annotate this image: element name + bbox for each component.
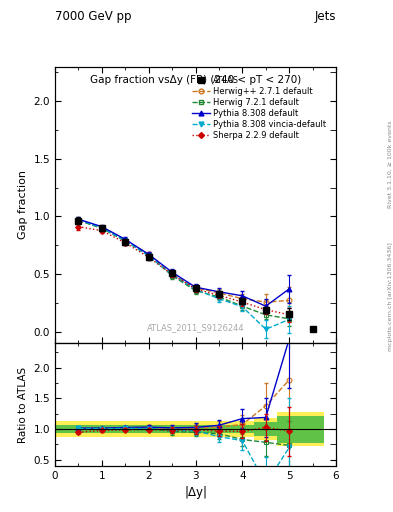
Text: mcplots.cern.ch [arXiv:1306.3436]: mcplots.cern.ch [arXiv:1306.3436] xyxy=(388,243,393,351)
Text: Rivet 3.1.10, ≥ 100k events: Rivet 3.1.10, ≥ 100k events xyxy=(388,120,393,208)
X-axis label: |Δy|: |Δy| xyxy=(184,486,207,499)
Text: Jets: Jets xyxy=(314,10,336,23)
Legend: ATLAS, Herwig++ 2.7.1 default, Herwig 7.2.1 default, Pythia 8.308 default, Pythi: ATLAS, Herwig++ 2.7.1 default, Herwig 7.… xyxy=(189,74,329,143)
Text: ATLAS_2011_S9126244: ATLAS_2011_S9126244 xyxy=(147,323,244,332)
Text: 7000 GeV pp: 7000 GeV pp xyxy=(55,10,132,23)
Y-axis label: Gap fraction: Gap fraction xyxy=(18,170,28,239)
Text: Gap fraction vsΔy (FB) (240 < pT < 270): Gap fraction vsΔy (FB) (240 < pT < 270) xyxy=(90,75,301,85)
Y-axis label: Ratio to ATLAS: Ratio to ATLAS xyxy=(18,367,28,442)
